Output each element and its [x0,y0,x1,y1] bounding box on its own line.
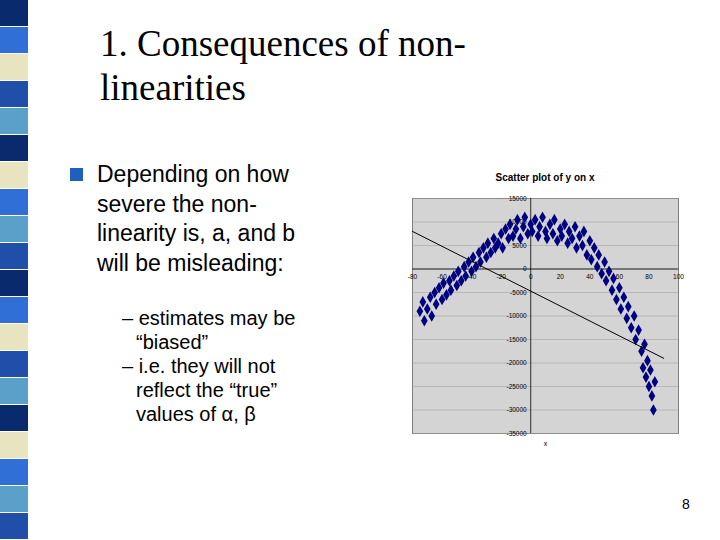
html-text:linearity is, a, and b: linearity is, a, and b [97,220,296,246]
svg-text:-80: -80 [408,273,418,280]
html-text:Scatter plot of y on x: Scatter plot of y on x [495,172,595,183]
svg-text:-25000: -25000 [506,383,527,390]
svg-text:0: 0 [523,265,527,272]
svg-text:-10000: -10000 [506,312,527,319]
svg-text:40: 40 [586,273,594,280]
html-text:linearities: linearities [100,67,246,108]
html-text:1. Consequences of non-: 1. Consequences of non- [100,23,466,64]
svg-text:-15000: -15000 [506,336,527,343]
svg-text:-40: -40 [466,273,477,281]
html-text:Depending on how: Depending on how [97,161,289,187]
svg-text:-35000: -35000 [506,430,527,437]
svg-text:0: 0 [529,273,533,280]
svg-text:-5000: -5000 [510,289,527,296]
svg-text:60: 60 [616,273,624,280]
html-text:– i.e. they will not: – i.e. they will not [122,355,276,377]
html-text:“biased”: “biased” [136,331,209,353]
svg-text:80: 80 [645,273,653,280]
html-text:reflect the “true”: reflect the “true” [136,379,278,401]
html-text:– estimates may be: – estimates may be [122,307,296,329]
svg-text:-30000: -30000 [506,406,527,413]
svg-text:20: 20 [557,273,565,280]
svg-text:x: x [544,440,548,447]
svg-text:100: 100 [673,273,684,280]
svg-text:-20000: -20000 [506,359,527,366]
html-text:8: 8 [682,496,690,512]
svg-text:5000: 5000 [512,241,527,249]
svg-text:15000: 15000 [509,195,527,202]
html-text:will be misleading:: will be misleading: [97,249,284,276]
html-text:severe the non-: severe the non- [97,190,257,217]
svg-text:-20: -20 [496,273,506,281]
html-text:values of α, β: values of α, β [136,403,256,425]
svg-text:-60: -60 [437,273,447,280]
